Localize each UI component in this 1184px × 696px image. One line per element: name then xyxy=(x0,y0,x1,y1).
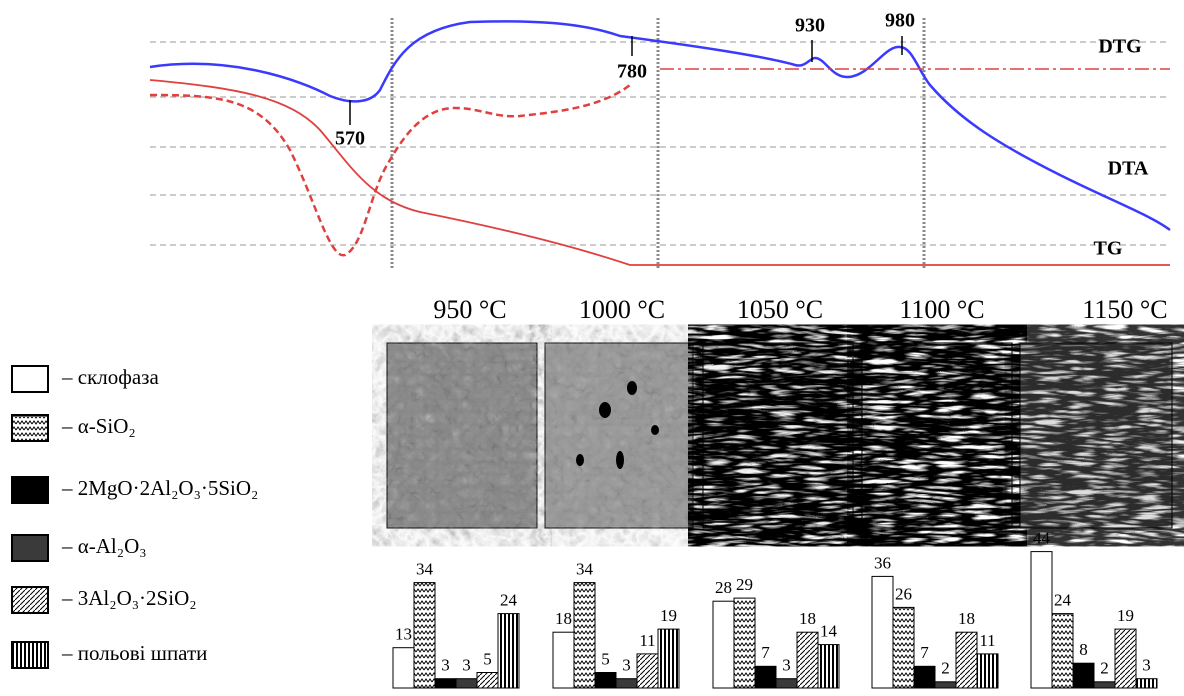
bar xyxy=(955,631,978,689)
legend-swatch xyxy=(11,586,49,614)
bar xyxy=(434,678,457,689)
legend-label: – польові шпати xyxy=(61,641,207,665)
value-label: 7 xyxy=(920,643,929,662)
curve-label: DTA xyxy=(1108,158,1149,180)
peak-label: 780 xyxy=(617,61,647,83)
bar xyxy=(1135,678,1158,689)
peak-label: 570 xyxy=(335,128,365,150)
temperature-label: 1000 °C xyxy=(579,295,665,324)
bar xyxy=(455,678,478,689)
value-label: 3 xyxy=(1142,656,1151,675)
bar xyxy=(871,575,894,689)
value-label: 24 xyxy=(1054,591,1072,610)
legend-label: – α-SiO₂ xyxy=(61,414,136,438)
dta-curve xyxy=(149,84,631,257)
bar xyxy=(892,606,915,689)
tg-curve xyxy=(149,79,1170,266)
bar xyxy=(934,681,957,689)
bar xyxy=(1030,551,1053,689)
temperature-label: 950 °C xyxy=(433,295,506,324)
value-label: 24 xyxy=(500,591,518,610)
bar xyxy=(733,597,756,689)
peak-label: 930 xyxy=(795,15,825,37)
bar xyxy=(657,628,680,689)
bar xyxy=(594,672,617,689)
legend-swatch xyxy=(11,365,49,393)
value-label: 36 xyxy=(874,553,891,572)
value-label: 19 xyxy=(660,606,677,625)
value-label: 5 xyxy=(483,649,492,668)
value-label: 3 xyxy=(462,656,471,675)
bar xyxy=(712,600,735,689)
value-label: 3 xyxy=(441,656,450,675)
value-label: 28 xyxy=(715,578,732,597)
value-label: 18 xyxy=(799,609,816,628)
legend-label: – α-Al₂O₃ xyxy=(61,534,147,558)
temperature-label: 1050 °C xyxy=(737,295,823,324)
temperature-label: 1100 °C xyxy=(899,295,984,324)
legend-swatch xyxy=(11,476,49,504)
bar xyxy=(413,582,436,689)
value-label: 19 xyxy=(1117,606,1134,625)
value-label: 29 xyxy=(736,575,753,594)
bar xyxy=(497,613,520,689)
legend-swatch xyxy=(11,641,49,669)
bar xyxy=(392,647,415,689)
legend-swatch xyxy=(11,414,49,442)
bar xyxy=(552,631,575,689)
value-label: 3 xyxy=(782,656,791,675)
value-label: 11 xyxy=(639,631,655,650)
bar xyxy=(775,678,798,689)
bar xyxy=(1051,613,1074,689)
value-label: 7 xyxy=(761,643,770,662)
micrographs xyxy=(386,342,1173,529)
value-label: 34 xyxy=(576,560,594,579)
legend-label: – склофаза xyxy=(61,365,159,389)
peak-tick xyxy=(349,36,903,125)
curve-label: DTG xyxy=(1098,36,1142,58)
value-label: 3 xyxy=(622,656,631,675)
dtg-curve xyxy=(149,20,1171,232)
grid xyxy=(150,41,1170,246)
bar xyxy=(796,631,819,689)
bar xyxy=(1093,681,1116,689)
value-label: 26 xyxy=(895,584,912,603)
value-label: 34 xyxy=(416,560,434,579)
divider xyxy=(390,18,926,268)
legend-label: – 3Al₂O₃·2SiO₂ xyxy=(61,586,197,610)
bar xyxy=(754,665,777,689)
value-label: 44 xyxy=(1033,529,1051,548)
value-label: 2 xyxy=(941,659,950,678)
value-label: 18 xyxy=(555,609,572,628)
temperature-label: 1150 °C xyxy=(1082,295,1167,324)
bar xyxy=(913,665,936,689)
value-label: 5 xyxy=(601,649,610,668)
legend-swatch xyxy=(11,534,49,562)
bar xyxy=(476,672,499,689)
bar xyxy=(573,582,596,689)
bar xyxy=(1072,662,1095,689)
legend-label: – 2MgO·2Al₂O₃·5SiO₂ xyxy=(61,476,258,500)
value-label: 13 xyxy=(395,625,412,644)
value-label: 14 xyxy=(820,622,838,641)
bar xyxy=(615,678,638,689)
curve-label: TG xyxy=(1094,238,1123,260)
value-label: 18 xyxy=(958,609,975,628)
value-label: 11 xyxy=(979,631,995,650)
value-label: 2 xyxy=(1100,659,1109,678)
value-label: 8 xyxy=(1079,640,1088,659)
bar xyxy=(817,644,840,689)
peak-label: 980 xyxy=(885,10,915,32)
bar xyxy=(636,653,659,689)
bar xyxy=(1114,628,1137,689)
bar xyxy=(976,653,999,689)
